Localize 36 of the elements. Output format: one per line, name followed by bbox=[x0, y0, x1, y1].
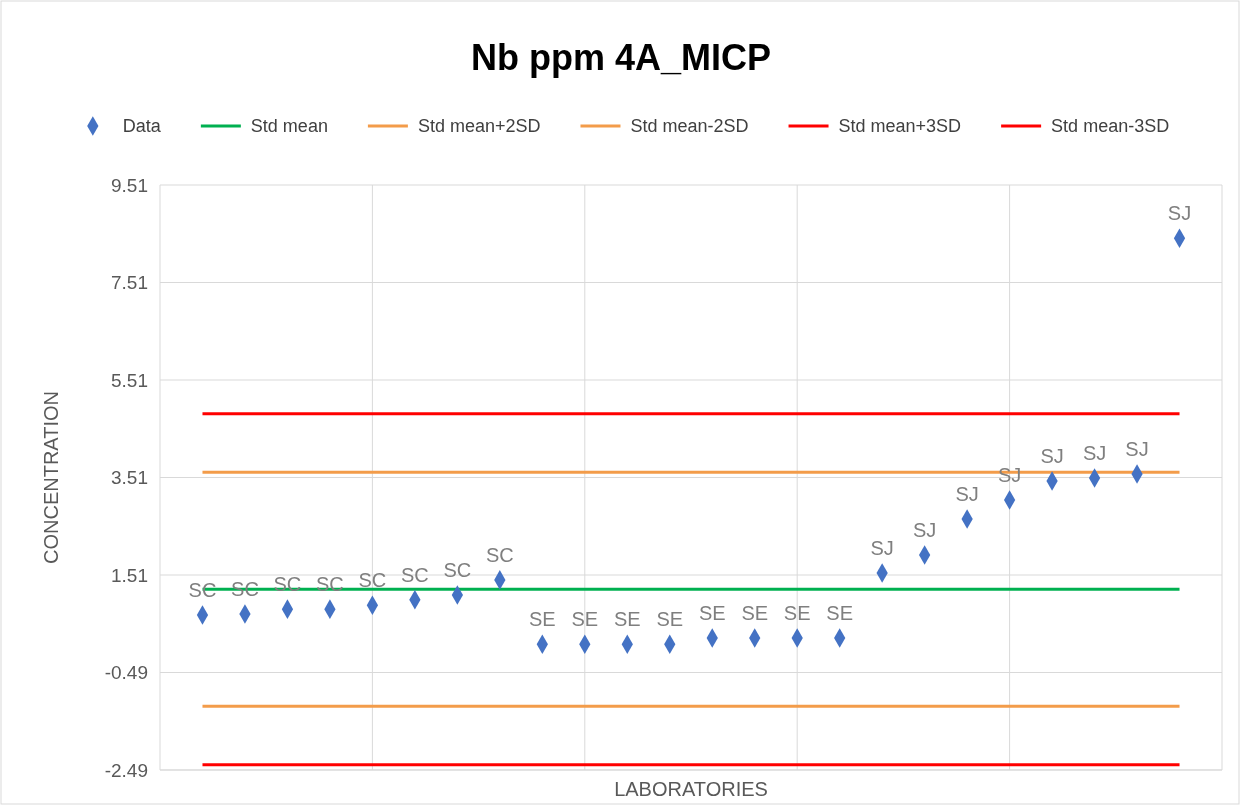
legend-label: Std mean-3SD bbox=[1051, 116, 1170, 136]
data-label: SJ bbox=[1040, 444, 1064, 467]
data-label: SE bbox=[613, 608, 641, 631]
y-tick-label: 7.51 bbox=[111, 272, 148, 294]
legend-label: Std mean bbox=[250, 116, 328, 136]
data-label: SJ bbox=[912, 519, 937, 542]
data-label: SC bbox=[400, 563, 429, 586]
data-label: SE bbox=[783, 601, 811, 624]
y-tick-label: -2.49 bbox=[104, 759, 148, 781]
data-label: SJ bbox=[1082, 441, 1107, 464]
data-label: SE bbox=[528, 608, 556, 631]
data-label: SE bbox=[571, 608, 599, 631]
data-label: SE bbox=[741, 601, 769, 624]
data-label: SC bbox=[485, 543, 514, 566]
legend-label: Std mean+3SD bbox=[838, 116, 962, 136]
data-label: SE bbox=[826, 601, 854, 624]
data-label: SJ bbox=[955, 482, 979, 505]
data-label: SJ bbox=[870, 537, 894, 560]
y-tick-label: -0.49 bbox=[104, 662, 148, 684]
y-tick-label: 9.51 bbox=[111, 174, 148, 196]
legend-label: Std mean+2SD bbox=[417, 116, 541, 136]
data-label: SC bbox=[443, 558, 472, 581]
y-axis-title: CONCENTRATION bbox=[40, 391, 62, 564]
y-tick-label: 3.51 bbox=[111, 467, 148, 489]
x-axis-title: LABORATORIES bbox=[614, 778, 768, 800]
data-label: SJ bbox=[1125, 438, 1149, 461]
data-label: SC bbox=[358, 569, 387, 592]
legend-label: Data bbox=[122, 116, 162, 136]
data-label: SE bbox=[698, 601, 726, 624]
chart-title: Nb ppm 4A_MICP bbox=[470, 37, 772, 78]
data-label: SE bbox=[656, 608, 684, 631]
y-tick-label: 5.51 bbox=[111, 369, 148, 391]
y-tick-label: 1.51 bbox=[111, 564, 148, 586]
data-label: SJ bbox=[1167, 202, 1192, 225]
legend-label: Std mean-2SD bbox=[630, 116, 749, 136]
data-label: SC bbox=[188, 578, 217, 601]
